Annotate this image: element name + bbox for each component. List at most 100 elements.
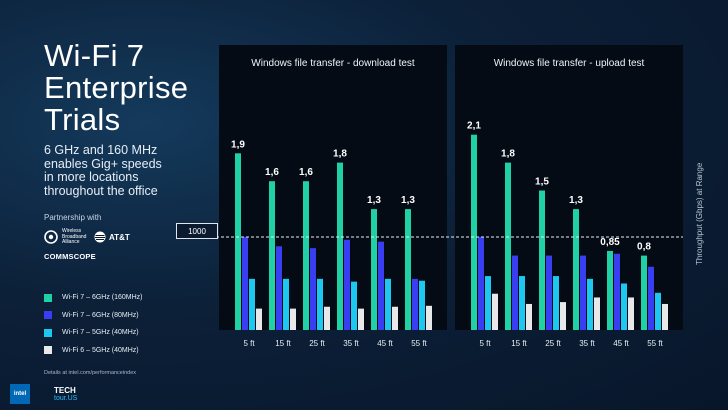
legend-swatch [44,293,52,302]
legend-item: Wi-Fi 7 – 6GHz (160MHz) [44,289,143,307]
x-tick-label: 35 ft [579,339,595,348]
bar [485,276,491,330]
bar [505,162,511,330]
reference-line-label: 1000 [176,223,218,239]
bar [641,255,647,330]
intel-text: intel [13,391,27,397]
x-tick-label: 5 ft [479,339,491,348]
bar [290,308,296,330]
tech-text: TECH [54,386,76,395]
bar [351,281,357,330]
legend-label: Wi-Fi 7 – 6GHz (160MHz) [62,294,143,302]
title-line: Enterprise [44,70,189,105]
wba-text: Broadband [62,233,87,240]
bar [337,162,343,330]
data-label: 1,3 [367,195,381,206]
bar [471,134,477,330]
x-tick-label: 5 ft [243,339,255,348]
legend-item: Wi-Fi 7 – 6GHz (80MHz) [44,307,143,325]
tour-text: tour.US [54,395,78,402]
slide-title: Wi-Fi 7 Enterprise Trials [44,40,188,136]
bar [655,292,661,330]
wba-icon [44,230,58,245]
data-label: 0,8 [637,242,651,253]
bar [303,181,309,330]
bar [371,209,377,330]
bar [426,305,432,330]
data-label: 1,6 [299,167,313,178]
subtitle-line: throughout the office [44,183,158,198]
data-label: 1,8 [333,149,347,160]
bar [628,297,634,330]
bar [546,255,552,330]
data-label: 1,3 [569,195,583,206]
bar [648,266,654,330]
slide-subtitle: 6 GHz and 160 MHz enables Gig+ speeds in… [44,143,162,198]
legend-label: Wi-Fi 6 – 5GHz (40MHz) [62,346,139,354]
bar [519,276,525,330]
upload-panel-title: Windows file transfer - upload test [493,58,645,69]
att-globe-icon [94,231,106,243]
intel-logo: intel [10,384,30,404]
bar [276,246,282,330]
legend-item: Wi-Fi 6 – 5GHz (40MHz) [44,342,143,360]
bar [607,250,613,330]
x-tick-label: 45 ft [377,339,393,348]
techtour-logo: TECH tour.US [54,387,77,403]
bar [580,255,586,330]
data-label: 1,3 [401,195,415,206]
wba-logo: Wireless Broadband Alliance [44,228,87,246]
bar [385,278,391,330]
x-tick-label: 55 ft [647,339,663,348]
bar [553,276,559,330]
bar [412,278,418,330]
footnote: Details at intel.com/performanceindex [44,370,137,376]
bar [242,237,248,330]
subtitle-line: in more locations [44,170,139,184]
x-tick-label: 35 ft [343,339,359,348]
data-label: 1,9 [231,139,245,150]
legend-swatch [44,311,52,320]
title-line: Wi-Fi 7 [44,38,145,73]
data-label: 1,5 [535,177,549,188]
bar [358,308,364,330]
x-tick-label: 45 ft [613,339,629,348]
bar [235,153,241,330]
x-tick-label: 25 ft [309,339,325,348]
wba-text: Wireless [62,228,82,234]
x-tick-label: 55 ft [411,339,427,348]
bar [587,278,593,330]
bar [560,302,566,330]
commscope-logo: COMMSCOPE [44,252,96,261]
x-tick-label: 15 ft [511,339,527,348]
partnership-label: Partnership with [44,213,102,222]
download-panel-title: Windows file transfer - download test [251,58,415,69]
bar [492,293,498,330]
bar [256,308,262,330]
bar [324,306,330,330]
data-label: 0,85 [600,237,620,248]
att-text: AT&T [109,232,130,242]
legend-item: Wi-Fi 7 – 5GHz (40MHz) [44,324,143,342]
bar [526,303,532,330]
chart-legend: Wi-Fi 7 – 6GHz (160MHz) Wi-Fi 7 – 6GHz (… [44,289,143,359]
bar [478,237,484,330]
wba-text: Alliance [62,239,80,245]
bar [317,278,323,330]
bar [392,306,398,330]
data-label: 1,8 [501,149,515,160]
x-tick-label: 15 ft [275,339,291,348]
bar [573,209,579,330]
x-tick-label: 25 ft [545,339,561,348]
bar [344,239,350,330]
legend-swatch [44,346,52,355]
data-label: 1,6 [265,167,279,178]
bar [405,209,411,330]
data-label: 2,1 [467,121,481,132]
subtitle-line: 6 GHz and 160 MHz [44,143,158,157]
bar [614,253,620,330]
title-line: Trials [44,102,121,137]
legend-label: Wi-Fi 7 – 5GHz (40MHz) [62,329,139,337]
subtitle-line: enables Gig+ speeds [44,156,162,171]
